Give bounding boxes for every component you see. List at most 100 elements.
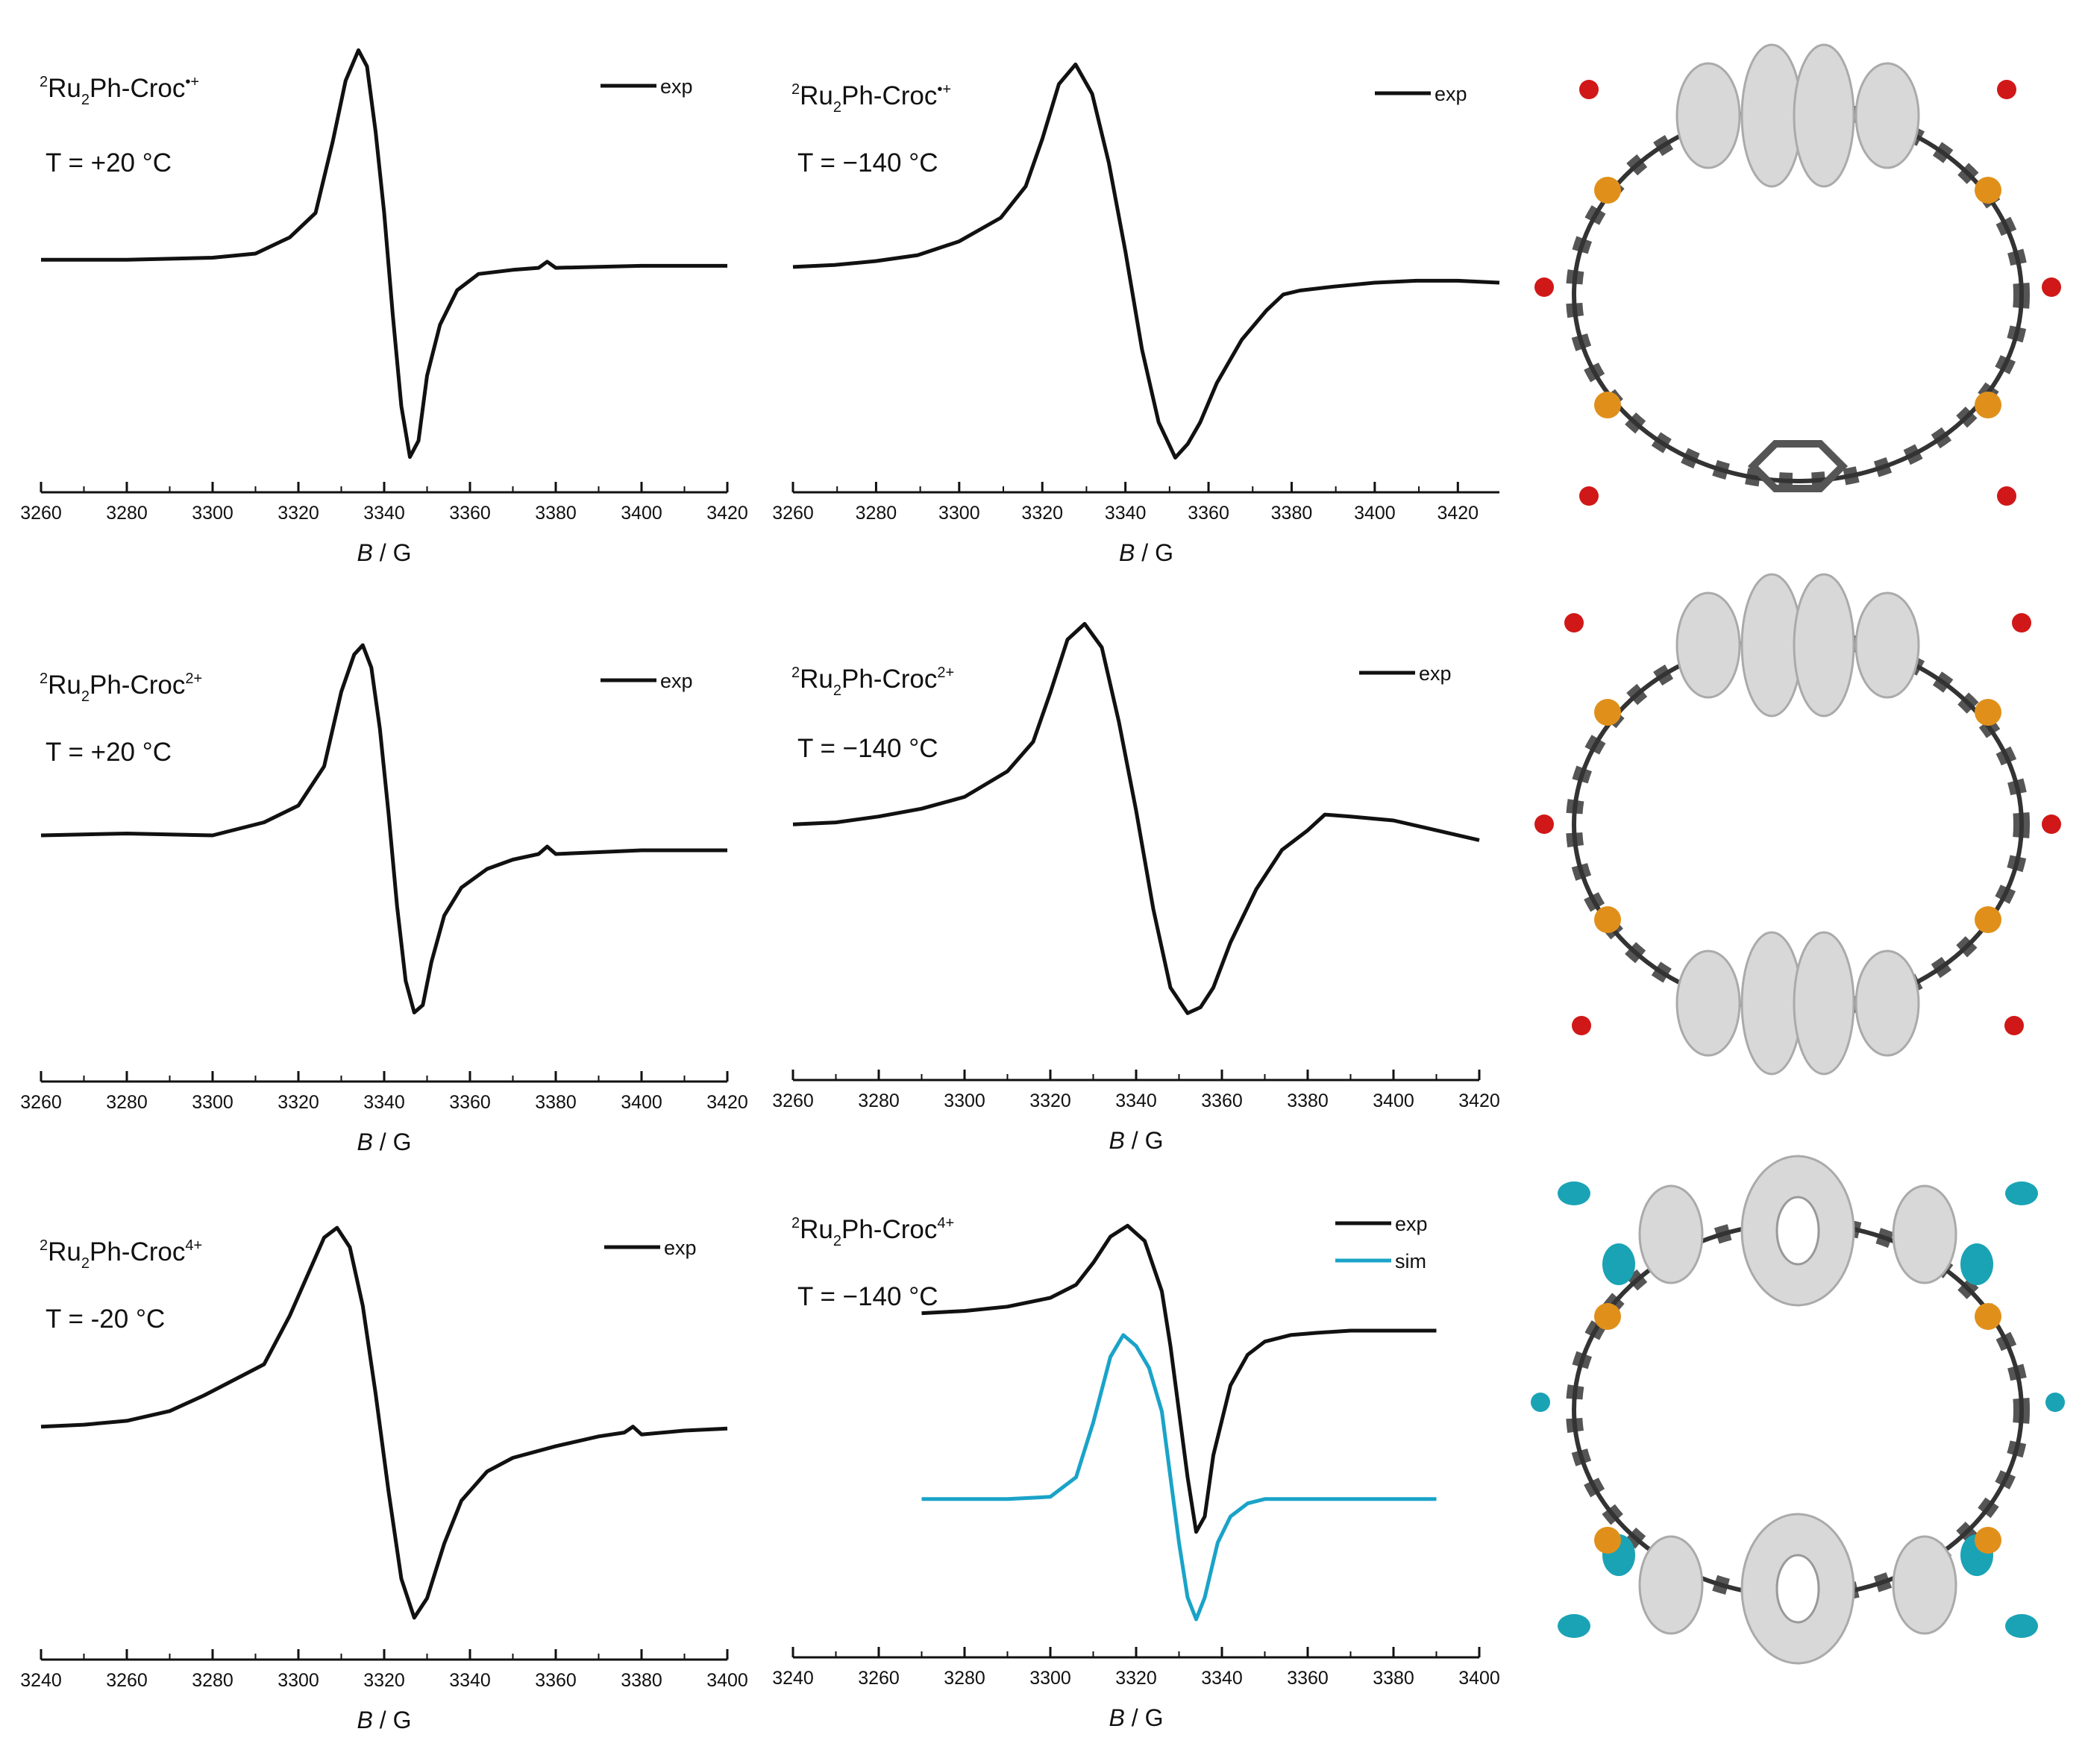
compound-label-subscript: 2: [833, 1233, 841, 1249]
x-tick-label: 3280: [106, 503, 148, 524]
compound-label-superscript-2: 2: [40, 1237, 48, 1254]
x-tick-label: 3340: [363, 1092, 405, 1113]
x-tick-label: 3420: [1437, 503, 1479, 524]
x-tick-label: 3360: [1188, 503, 1229, 524]
compound-label-subscript: 2: [81, 688, 90, 705]
x-axis-title: B / G: [357, 1129, 412, 1155]
x-tick-label: 3400: [1354, 503, 1396, 524]
compound-label-charge: 4+: [185, 1237, 202, 1254]
compound-label-rest: Ph-Croc: [90, 671, 185, 700]
compound-label: 2Ru2Ph-Croc4+: [40, 1237, 202, 1272]
compound-label: 2Ru2Ph-Croc•+: [40, 74, 199, 108]
compound-label-superscript-2: 2: [791, 665, 800, 681]
spin-density-structure-2: [1534, 573, 2061, 1076]
compound-label-charge: 2+: [185, 671, 202, 687]
x-tick-label: 3300: [192, 1092, 233, 1113]
x-tick-label: 3260: [106, 1670, 148, 1691]
temperature-label: T = −140 °C: [797, 148, 938, 178]
x-tick-label: 3280: [944, 1668, 985, 1689]
x-tick-label: 3280: [192, 1670, 233, 1691]
compound-label-name: Ru: [48, 1237, 81, 1266]
x-axis-title: B / G: [357, 1707, 412, 1733]
x-axis-title: B / G: [1109, 1704, 1164, 1731]
compound-label: 2Ru2Ph-Croc2+: [791, 665, 954, 699]
x-tick-label: 3380: [535, 1092, 577, 1113]
x-tick-label: 3360: [449, 1092, 491, 1113]
epr-panel-1: 3260 3280 3300 3320 3340 3360 3380 3400 3420 B / …: [20, 48, 748, 566]
x-tick-label: 3360: [1287, 1668, 1329, 1689]
x-axis-title: B / G: [357, 539, 412, 566]
compound-label-subscript: 2: [81, 1255, 90, 1272]
epr-panel-4: 3260 3280 3300 3320 3340 3360 3380 3400 3420 B / …: [772, 621, 1500, 1154]
legend-exp-label: exp: [660, 75, 693, 98]
compound-label-superscript-2: 2: [40, 671, 48, 687]
x-tick-label: 3380: [1287, 1090, 1329, 1111]
legend-exp-label: exp: [664, 1237, 697, 1259]
compound-label-rest: Ph-Croc: [90, 1237, 185, 1266]
x-tick-label: 3300: [938, 503, 980, 524]
x-tick-label: 3400: [1373, 1090, 1414, 1111]
x-tick-label: 3400: [1458, 1668, 1500, 1689]
legend-exp-label: exp: [660, 670, 693, 692]
compound-label-name: Ru: [48, 74, 81, 103]
x-tick-label: 3400: [706, 1670, 748, 1691]
x-tick-label: 3360: [449, 503, 491, 524]
x-tick-label: 3380: [621, 1670, 662, 1691]
series-exp-line: [921, 1223, 1437, 1534]
epr-panels: 3260 3280 3300 3320 3340 3360 3380 3400 3420 B / …: [20, 48, 1500, 1733]
compound-label-name: Ru: [48, 671, 81, 700]
x-tick-label: 3280: [856, 503, 897, 524]
x-tick-label: 3300: [278, 1670, 319, 1691]
compound-label-rest: Ph-Croc: [90, 74, 185, 103]
legend-sim-label: sim: [1395, 1250, 1426, 1272]
epr-panel-6: 3240 3260 3280 3300 3320 3340 3360 3380 3400 B / …: [772, 1213, 1500, 1731]
x-axis-title-symbol: B: [1119, 539, 1135, 566]
x-tick-label: 3320: [278, 503, 319, 524]
compound-label-rest: Ph-Croc: [841, 1215, 937, 1244]
compound-label-name: Ru: [800, 81, 833, 110]
x-axis-title: B / G: [1109, 1127, 1164, 1154]
compound-label-superscript-2: 2: [791, 1215, 800, 1231]
x-tick-label: 3380: [1373, 1668, 1414, 1689]
x-tick-label: 3400: [621, 1092, 662, 1113]
compound-label-superscript-2: 2: [40, 74, 48, 90]
epr-panel-5: 3240 3260 3280 3300 3320 3340 3360 3380 3400 B / …: [20, 1225, 748, 1733]
x-tick-label: 3280: [106, 1092, 148, 1113]
x-axis-title-unit: / G: [373, 1707, 412, 1733]
x-tick-label: 3260: [20, 503, 62, 524]
temperature-label: T = −140 °C: [797, 1282, 938, 1311]
x-tick-label: 3420: [706, 1092, 748, 1113]
compound-label-subscript: 2: [833, 682, 841, 699]
x-tick-label: 3320: [1029, 1090, 1071, 1111]
series-exp-line: [40, 643, 727, 1014]
x-tick-label: 3340: [1105, 503, 1147, 524]
x-tick-label: 3320: [1021, 503, 1063, 524]
x-axis-title-unit: / G: [373, 539, 412, 566]
compound-label-charge: •+: [185, 74, 199, 90]
x-tick-label: 3320: [1115, 1668, 1157, 1689]
x-tick-label: 3320: [363, 1670, 405, 1691]
x-tick-label: 3260: [858, 1668, 900, 1689]
epr-panel-3: 3260 3280 3300 3320 3340 3360 3380 3400 3420 B / …: [20, 643, 748, 1155]
compound-label-subscript: 2: [833, 99, 841, 116]
x-tick-label: 3340: [1115, 1090, 1157, 1111]
compound-label-name: Ru: [800, 1215, 833, 1244]
spin-density-structure-1: [1534, 43, 2061, 506]
legend-exp-label: exp: [1435, 83, 1467, 105]
x-tick-label: 3360: [535, 1670, 577, 1691]
epr-panel-2: 3260 3280 3300 3320 3340 3360 3380 3400 3420 B / …: [772, 62, 1500, 566]
compound-label-superscript-2: 2: [791, 81, 800, 98]
series-exp-line: [792, 621, 1480, 1015]
x-tick-label: 3340: [1201, 1668, 1243, 1689]
x-tick-label: 3340: [363, 503, 405, 524]
x-axis-title: B / G: [1119, 539, 1173, 566]
temperature-label: T = +20 °C: [46, 148, 172, 178]
x-tick-label: 3260: [20, 1092, 62, 1113]
x-tick-label: 3380: [535, 503, 577, 524]
x-tick-label: 3300: [1029, 1668, 1071, 1689]
x-axis-title-unit: / G: [373, 1129, 412, 1155]
x-axis-title-symbol: B: [1109, 1704, 1125, 1731]
x-axis-title-symbol: B: [1109, 1127, 1125, 1154]
series-exp-line: [41, 48, 727, 459]
